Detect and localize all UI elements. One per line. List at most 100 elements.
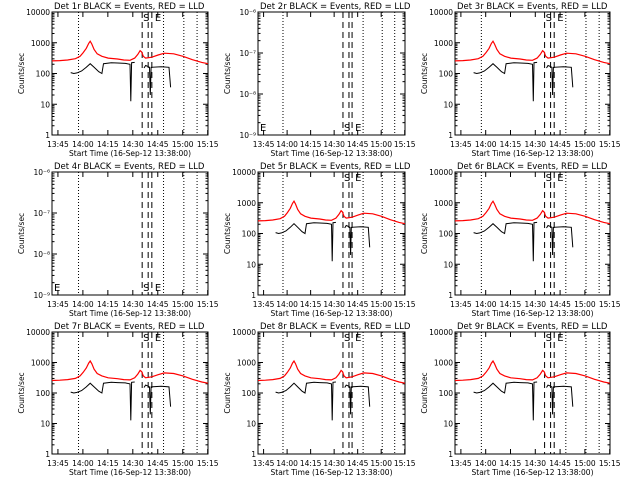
x-tick-label: 15:00 <box>172 140 194 149</box>
x-tick-label: 15:00 <box>172 300 194 309</box>
y-tick-label: 100 <box>439 230 454 239</box>
y-axis-label: Counts/sec <box>420 372 429 413</box>
y-axis-label: Counts/sec <box>17 53 26 94</box>
x-tick-label: 15:00 <box>370 140 392 149</box>
events-series-line <box>344 384 371 415</box>
x-tick-label: 14:00 <box>475 300 497 309</box>
y-tick-label: 1 <box>448 291 453 300</box>
y-tick-label: 10 <box>246 260 256 269</box>
y-tick-label: 10 <box>40 100 50 109</box>
x-tick-label: 13:45 <box>450 459 472 468</box>
x-tick-label: 14:45 <box>347 300 369 309</box>
x-axis-label: Start Time (16-Sep-12 13:38:00) <box>472 149 594 158</box>
x-axis-label: Start Time (16-Sep-12 13:38:00) <box>472 309 594 318</box>
x-tick-label: 14:15 <box>97 300 119 309</box>
events-series-line <box>344 224 371 256</box>
y-tick-label: 100 <box>36 70 51 79</box>
y-tick-label: 10000 <box>429 168 453 177</box>
x-tick-label: 14:45 <box>347 140 369 149</box>
end-label: E <box>557 173 563 184</box>
end-label: E <box>557 333 563 344</box>
y-axis-label: Counts/sec <box>223 53 232 94</box>
y-tick-label: 1000 <box>31 39 50 48</box>
events-series-line <box>143 64 172 96</box>
events-series-line <box>70 381 135 421</box>
x-tick-label: 14:45 <box>549 459 571 468</box>
x-tick-label: 14:15 <box>97 140 119 149</box>
y-tick-label: 100 <box>439 389 454 398</box>
x-tick-label: 14:00 <box>276 140 298 149</box>
events-series-line <box>473 61 538 102</box>
x-tick-label: 14:45 <box>549 300 571 309</box>
y-tick-label: 1 <box>251 450 256 459</box>
x-tick-label: 15:00 <box>574 459 596 468</box>
x-tick-label: 14:00 <box>475 459 497 468</box>
y-tick-label: 10⁻⁷ <box>33 209 50 218</box>
plot-frame <box>257 11 406 136</box>
start-label: S <box>344 173 350 184</box>
x-tick-label: 14:00 <box>276 300 298 309</box>
y-tick-label: 10000 <box>429 8 453 17</box>
x-tick-label: 15:15 <box>197 459 219 468</box>
end-label: E <box>155 13 161 24</box>
x-tick-label: 13:45 <box>47 459 69 468</box>
end-label: E <box>557 13 563 24</box>
x-tick-label: 13:45 <box>253 140 275 149</box>
lld-series-line <box>51 40 209 65</box>
end-label: E <box>155 283 161 294</box>
y-axis-label: Counts/sec <box>420 53 429 94</box>
y-tick-label: 100 <box>242 389 257 398</box>
y-tick-label: 10000 <box>232 328 256 337</box>
x-tick-label: 13:45 <box>47 300 69 309</box>
x-tick-label: 14:00 <box>72 300 94 309</box>
panel-5: Det 5r BLACK = Events, RED = LLD 1 10 100 10… <box>223 162 416 318</box>
x-tick-label: 14:30 <box>323 140 345 149</box>
y-tick-label: 1 <box>448 131 453 140</box>
x-tick-label: 13:45 <box>47 140 69 149</box>
x-tick-label: 15:15 <box>394 300 416 309</box>
y-tick-label: 10000 <box>232 168 256 177</box>
x-axis-label: Start Time (16-Sep-12 13:38:00) <box>271 468 393 477</box>
x-tick-label: 14:15 <box>300 459 322 468</box>
panel-8: Det 8r BLACK = Events, RED = LLD 1 10 100 10… <box>223 322 416 477</box>
y-axis-label: Counts/sec <box>223 372 232 413</box>
corner-label: E <box>54 283 60 294</box>
x-axis-label: Start Time (16-Sep-12 13:38:00) <box>271 149 393 158</box>
x-axis-label: Start Time (16-Sep-12 13:38:00) <box>69 149 191 158</box>
events-series-line <box>70 61 135 102</box>
end-label: E <box>355 123 361 134</box>
y-tick-label: 10 <box>40 420 50 429</box>
x-axis-label: Start Time (16-Sep-12 13:38:00) <box>69 468 191 477</box>
y-tick-label: 10 <box>246 420 256 429</box>
x-axis-label: Start Time (16-Sep-12 13:38:00) <box>472 468 594 477</box>
y-tick-label: 1 <box>45 450 50 459</box>
x-tick-label: 14:30 <box>122 459 144 468</box>
end-label: E <box>355 333 361 344</box>
panel-title: Det 5r BLACK = Events, RED = LLD <box>260 162 411 172</box>
x-tick-label: 14:45 <box>549 140 571 149</box>
x-axis-label: Start Time (16-Sep-12 13:38:00) <box>271 309 393 318</box>
y-axis-label: Counts/sec <box>17 213 26 254</box>
panel-title: Det 9r BLACK = Events, RED = LLD <box>457 322 608 332</box>
x-tick-label: 13:45 <box>253 300 275 309</box>
y-axis-label: Counts/sec <box>420 213 429 254</box>
events-series-line <box>473 221 538 262</box>
panel-1: Det 1r BLACK = Events, RED = LLD 1 10 100 10… <box>17 2 219 158</box>
y-tick-label: 1 <box>251 291 256 300</box>
x-tick-label: 14:00 <box>72 140 94 149</box>
events-series-line <box>275 381 336 421</box>
y-tick-label: 10000 <box>26 8 50 17</box>
x-tick-label: 14:15 <box>300 300 322 309</box>
x-tick-label: 14:15 <box>300 140 322 149</box>
x-tick-label: 14:15 <box>97 459 119 468</box>
x-tick-label: 13:45 <box>253 459 275 468</box>
events-series-line <box>143 384 172 415</box>
x-tick-label: 14:00 <box>72 459 94 468</box>
x-tick-label: 15:15 <box>394 459 416 468</box>
y-tick-label: 10⁻⁹ <box>33 291 50 300</box>
y-tick-label: 10⁻⁸ <box>239 90 256 99</box>
y-tick-label: 1 <box>448 450 453 459</box>
start-label: S <box>143 333 149 344</box>
x-tick-label: 15:15 <box>599 300 621 309</box>
x-tick-label: 15:15 <box>394 140 416 149</box>
